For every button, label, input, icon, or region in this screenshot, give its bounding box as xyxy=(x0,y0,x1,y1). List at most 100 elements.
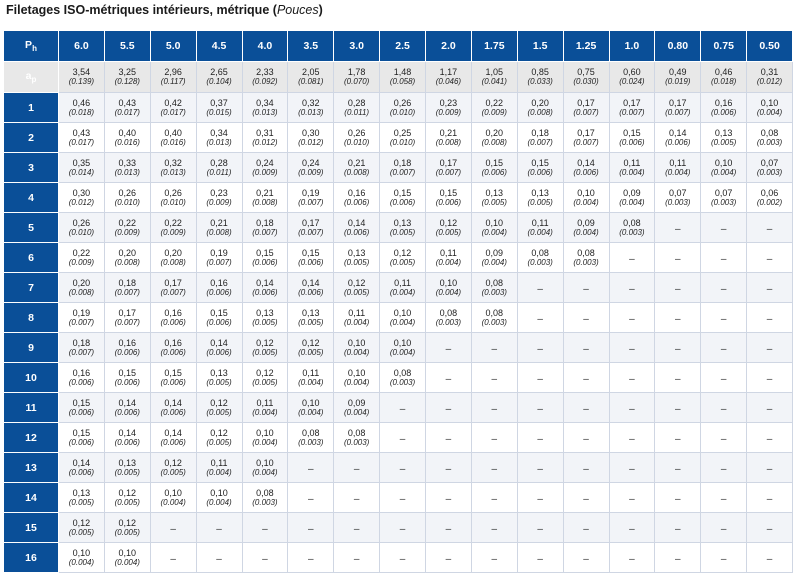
value-mm: 0,11 xyxy=(210,457,228,468)
value-cell: – xyxy=(654,362,702,393)
value-cell: 0,24 (0.009) xyxy=(287,152,335,183)
value-cell: – xyxy=(562,272,610,303)
value-mm: 0,10 xyxy=(760,97,779,108)
value-inch: (0.009) xyxy=(160,227,186,237)
value-inch: (0.006) xyxy=(206,347,232,357)
value-inch: (0.006) xyxy=(252,287,278,297)
value-cell: 0,14 (0.006) xyxy=(195,332,243,363)
thread-table: Ph 6.0 5.5 5.0 4.5 4.0 3.5 3.0 2.5 2.0 1.75 1.5 1.2… xyxy=(3,30,793,573)
row-label: 13 xyxy=(3,452,59,483)
value-inch: (0.004) xyxy=(573,197,599,207)
value-mm: 0,12 xyxy=(256,367,274,378)
value-cell: 0,11 (0.004) xyxy=(195,452,243,483)
empty-value-dash: – xyxy=(675,283,681,295)
table-row: 4 0,30 (0.012) 0,26 (0.010) 0,26 (0.010) 0,23 (0… xyxy=(3,182,793,213)
value-inch: (0.012) xyxy=(252,137,278,147)
value-mm: 0,07 xyxy=(669,187,687,198)
value-mm: 0,08 xyxy=(256,487,274,498)
value-cell: 0,46 (0.018) xyxy=(58,92,105,123)
value-inch: (0.017) xyxy=(114,107,140,117)
value-mm: 0,12 xyxy=(118,487,137,498)
value-mm: 2,96 xyxy=(164,67,182,77)
value-inch: (0.008) xyxy=(344,167,370,177)
value-inch: (0.015) xyxy=(206,107,232,117)
value-mm: 2,65 xyxy=(210,67,228,77)
value-inch: (0.003) xyxy=(389,377,416,387)
row-label: 8 xyxy=(3,302,59,333)
value-mm: 0,13 xyxy=(210,367,228,378)
empty-value-dash: – xyxy=(491,553,498,565)
value-mm: 0,12 xyxy=(72,517,91,528)
value-mm: 0,07 xyxy=(760,157,779,168)
value-inch: (0.024) xyxy=(619,77,645,86)
value-inch: (0.007) xyxy=(527,137,553,147)
value-inch: (0.004) xyxy=(481,227,507,237)
empty-value-dash: – xyxy=(766,253,773,265)
value-mm: 0,12 xyxy=(256,337,274,348)
value-cell: – xyxy=(746,512,793,543)
ph-subscript: h xyxy=(32,44,37,54)
value-cell: – xyxy=(470,332,518,363)
value-mm: 0,07 xyxy=(714,187,733,198)
empty-value-dash: – xyxy=(353,553,360,565)
value-cell: – xyxy=(562,452,610,483)
value-cell: 0,12 (0.005) xyxy=(287,332,335,363)
value-inch: (0.009) xyxy=(435,107,462,117)
value-inch: (0.006) xyxy=(711,107,737,117)
value-inch: (0.004) xyxy=(206,497,232,507)
empty-value-dash: – xyxy=(629,373,635,385)
value-cell: – xyxy=(379,452,426,483)
value-cell: 0,19 (0.007) xyxy=(195,242,243,273)
value-mm: 0,20 xyxy=(72,277,91,288)
empty-value-dash: – xyxy=(399,493,406,505)
table-row: 9 0,18 (0.007) 0,16 (0.006) 0,16 (0.006) 0,14 (0… xyxy=(3,332,793,363)
value-inch: (0.006) xyxy=(435,197,462,207)
pitch-header-cell: 1.0 xyxy=(608,30,656,62)
empty-value-dash: – xyxy=(308,553,314,565)
empty-value-dash: – xyxy=(491,433,498,445)
empty-value-dash: – xyxy=(445,343,452,355)
value-inch: (0.006) xyxy=(389,197,416,207)
value-inch: (0.018) xyxy=(711,77,737,86)
value-mm: 0,23 xyxy=(439,97,458,108)
value-cell: 0,16 (0.006) xyxy=(103,332,151,363)
value-cell: 0,11 (0.004) xyxy=(608,152,656,183)
row-label: 10 xyxy=(3,362,59,393)
value-mm: 0,08 xyxy=(760,127,779,138)
value-cell: 0,19 (0.007) xyxy=(58,302,105,333)
value-cell: 0,30 (0.012) xyxy=(58,182,105,213)
table-row: 14 0,13 (0.005) 0,12 (0.005) 0,10 (0.004) 0,10(… xyxy=(3,482,793,513)
value-cell: 0,10 (0.004) xyxy=(333,332,381,363)
value-mm: 0,08 xyxy=(393,367,412,378)
value-inch: (0.006) xyxy=(160,407,186,417)
value-inch: (0.081) xyxy=(298,77,324,86)
empty-value-dash: – xyxy=(583,313,589,325)
value-cell: – xyxy=(516,482,564,513)
value-cell: 0,30 (0.012) xyxy=(287,122,335,153)
value-mm: 0,18 xyxy=(531,127,549,138)
value-cell: – xyxy=(470,452,518,483)
value-cell: – xyxy=(746,542,793,573)
value-cell: 0,34 (0.013) xyxy=(241,92,289,123)
pitch-header-cell: 2.5 xyxy=(379,30,426,62)
value-cell: 0,26 (0.010) xyxy=(333,122,381,153)
value-cell: 0,14 (0.006) xyxy=(149,422,197,453)
value-inch: (0.013) xyxy=(114,167,140,177)
value-mm: 0,26 xyxy=(72,217,91,228)
value-cell: 0,12 (0.005) xyxy=(425,212,472,243)
value-inch: (0.007) xyxy=(573,137,599,147)
value-inch: (0.008) xyxy=(252,197,278,207)
table-row: 15 0,12 (0.005) 0,12 (0.005) – – – – – – – – – – – – – – xyxy=(3,512,793,543)
empty-value-dash: – xyxy=(629,343,635,355)
value-cell: – xyxy=(425,542,472,573)
value-mm: 0,31 xyxy=(760,67,779,77)
value-cell: – xyxy=(700,542,748,573)
value-cell: 0,31 (0.012) xyxy=(241,122,289,153)
value-cell: 0,19 (0.007) xyxy=(287,182,335,213)
value-cell: 0,12 (0.005) xyxy=(333,272,381,303)
empty-value-dash: – xyxy=(445,433,452,445)
value-mm: 0,17 xyxy=(164,277,182,288)
value-mm: 0,12 xyxy=(210,427,228,438)
value-mm: 0,09 xyxy=(485,247,504,258)
value-inch: (0.003) xyxy=(481,317,507,327)
